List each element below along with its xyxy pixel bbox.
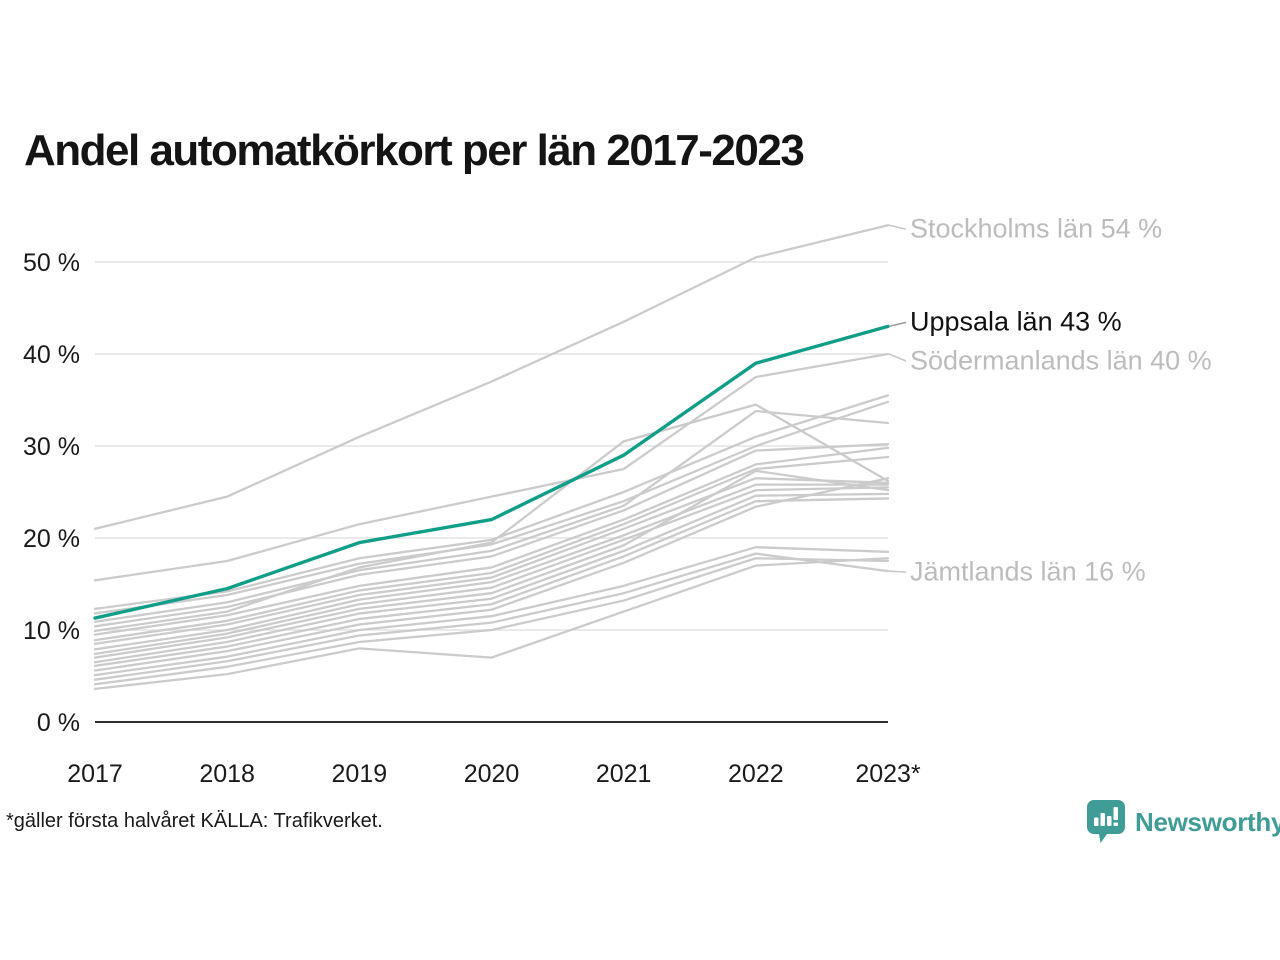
series-line-county-05 [93, 400, 890, 615]
x-tick-label: 2018 [199, 760, 255, 788]
series-line-county-07 [93, 443, 890, 628]
series-line-county-17 [93, 477, 890, 672]
series-line-county-18 [93, 546, 890, 677]
series-line-county-04 [93, 394, 890, 610]
series-line-county-14 [93, 469, 890, 659]
annotation-leader-line [888, 353, 907, 362]
x-tick-label: 2020 [464, 760, 520, 788]
y-tick-label: 0 % [37, 709, 80, 737]
series-line-county-15 [93, 492, 890, 664]
y-tick-label: 30 % [23, 433, 80, 461]
x-tick-label: 2023* [855, 760, 921, 788]
annotation-leader-line [888, 224, 907, 230]
y-tick-label: 40 % [23, 341, 80, 369]
series-line-Södermanlands län [93, 352, 890, 582]
series-line-county-21 [93, 557, 890, 691]
page-title: Andel automatkörkort per län 2017-2023 [24, 126, 805, 175]
series-line-county-10 [93, 455, 890, 642]
annotation-leader-line [888, 570, 907, 573]
series-line-county-11 [93, 477, 890, 645]
x-tick-label: 2019 [332, 760, 388, 788]
series-line-county-09 [93, 446, 890, 636]
series-line-county-16 [93, 497, 890, 668]
newsworthy-logo-icon [1087, 800, 1125, 843]
leader-lines [888, 224, 907, 573]
series-line-county-20 [93, 557, 890, 686]
series-line-Stockholms län [93, 224, 890, 530]
logo-bar-chart-glyph [1094, 807, 1118, 826]
y-tick-label: 10 % [23, 617, 80, 645]
x-tick-label: 2021 [596, 760, 652, 788]
source-footnote: *gäller första halvåret KÄLLA: Trafikver… [6, 810, 383, 832]
brand-name: Newsworthy [1135, 806, 1280, 837]
annotation-leader-line [888, 321, 907, 328]
series-layer [93, 224, 890, 691]
newsworthy-brand: Newsworthy [1086, 799, 1280, 845]
series-line-highlight-Uppsala län [93, 324, 890, 620]
series-line-county-13 [93, 486, 890, 656]
series-line-county-06 [93, 409, 890, 623]
series-line-county-12 [93, 483, 890, 651]
series-line-county-08 [93, 403, 890, 633]
series-line-Jämtlands län [93, 552, 890, 681]
x-tick-label: 2022 [728, 760, 784, 788]
x-tick-label: 2017 [67, 760, 123, 788]
y-tick-label: 20 % [23, 525, 80, 553]
y-tick-label: 50 % [23, 249, 80, 277]
axis-ticks: 0 % 10 % 20 % 30 % 40 % 50 % 2017 2018 2019 2020 2… [23, 249, 921, 788]
